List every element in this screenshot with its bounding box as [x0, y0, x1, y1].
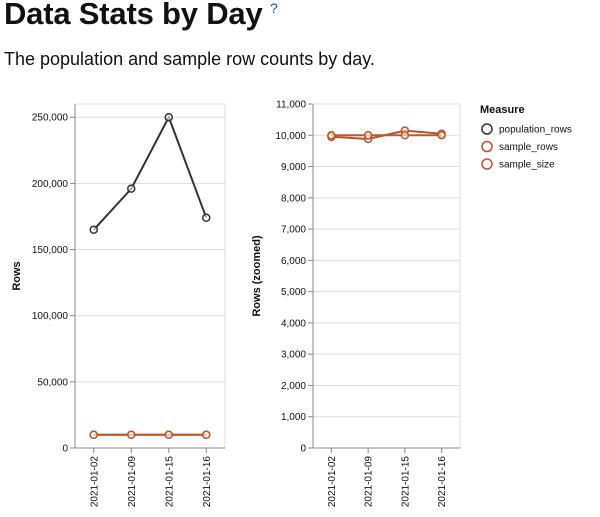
data-point-sample_size: [363, 131, 373, 140]
y-tick-label: 2,000: [281, 381, 306, 392]
legend-title: Measure: [480, 104, 525, 116]
legend-label-population_rows: population_rows: [499, 125, 572, 136]
x-tick-label: 2021-01-16: [202, 456, 213, 508]
x-tick-label: 2021-01-09: [127, 456, 138, 508]
y-tick-label: 10,000: [275, 131, 306, 142]
chart-rows: 0 50,000 100,000 150,000 200,000 250,000 2021-…: [11, 103, 226, 508]
y-tick-label: 5,000: [281, 287, 306, 298]
data-point-sample_size: [437, 131, 446, 140]
data-point-sample_size: [400, 131, 410, 140]
legend: Measure population_rows sample_rows sample_…: [480, 104, 572, 171]
legend-symbol-sample_rows: [481, 140, 493, 153]
data-point-sample_size: [164, 430, 173, 440]
page-subtitle: The population and sample row counts by …: [4, 49, 375, 69]
y-tick-label: 4,000: [281, 318, 306, 329]
y-axis-title: Rows: [11, 261, 23, 290]
y-tick-label: 6,000: [281, 256, 306, 267]
help-link[interactable]: ?: [270, 0, 278, 16]
data-point-population_rows: [164, 112, 173, 122]
y-tick-label: 250,000: [32, 113, 69, 124]
x-tick-label: 2021-01-02: [89, 456, 100, 508]
x-tick-label: 2021-01-02: [327, 456, 338, 508]
y-axis-title: Rows (zoomed): [251, 235, 263, 317]
y-tick-label: 150,000: [32, 245, 69, 256]
page-title: Data Stats by Day: [4, 0, 263, 31]
y-tick-label: 9,000: [281, 162, 306, 173]
x-tick-label: 2021-01-15: [400, 456, 411, 508]
y-tick-label: 11,000: [276, 100, 306, 111]
legend-label-sample_rows: sample_rows: [499, 142, 558, 153]
data-point-sample_size: [127, 430, 136, 440]
data-point-population_rows: [127, 184, 136, 193]
x-tick-label: 2021-01-16: [437, 456, 448, 508]
y-tick-label: 50,000: [37, 377, 68, 388]
data-point-sample_size: [89, 430, 98, 440]
data-point-population_rows: [89, 225, 98, 234]
y-tick-label: 0: [62, 444, 68, 455]
data-point-population_rows: [202, 213, 211, 223]
legend-symbol-population_rows: [481, 123, 493, 135]
series-line-population_rows: [93, 114, 208, 231]
plot-frame: [312, 103, 461, 449]
x-tick-label: 2021-01-15: [164, 456, 175, 508]
y-tick-label: 3,000: [281, 350, 306, 361]
data-point-sample_size: [327, 131, 336, 140]
legend-symbol-sample_size: [481, 158, 493, 170]
x-tick-label: 2021-01-09: [364, 456, 375, 508]
y-tick-label: 0: [300, 444, 306, 455]
y-tick-label: 200,000: [32, 179, 69, 190]
y-tick-label: 8,000: [281, 193, 306, 204]
y-tick-label: 7,000: [281, 225, 306, 236]
legend-label-sample_size: sample_size: [499, 160, 555, 171]
chart-rows-zoomed: 0 1,000 2,000 3,000 4,000 5,000 6,000 7,000 8,00…: [251, 100, 461, 508]
y-tick-label: 100,000: [32, 311, 69, 322]
plot-frame: [74, 103, 226, 449]
data-point-sample_size: [202, 430, 211, 440]
y-tick-label: 1,000: [281, 412, 306, 423]
